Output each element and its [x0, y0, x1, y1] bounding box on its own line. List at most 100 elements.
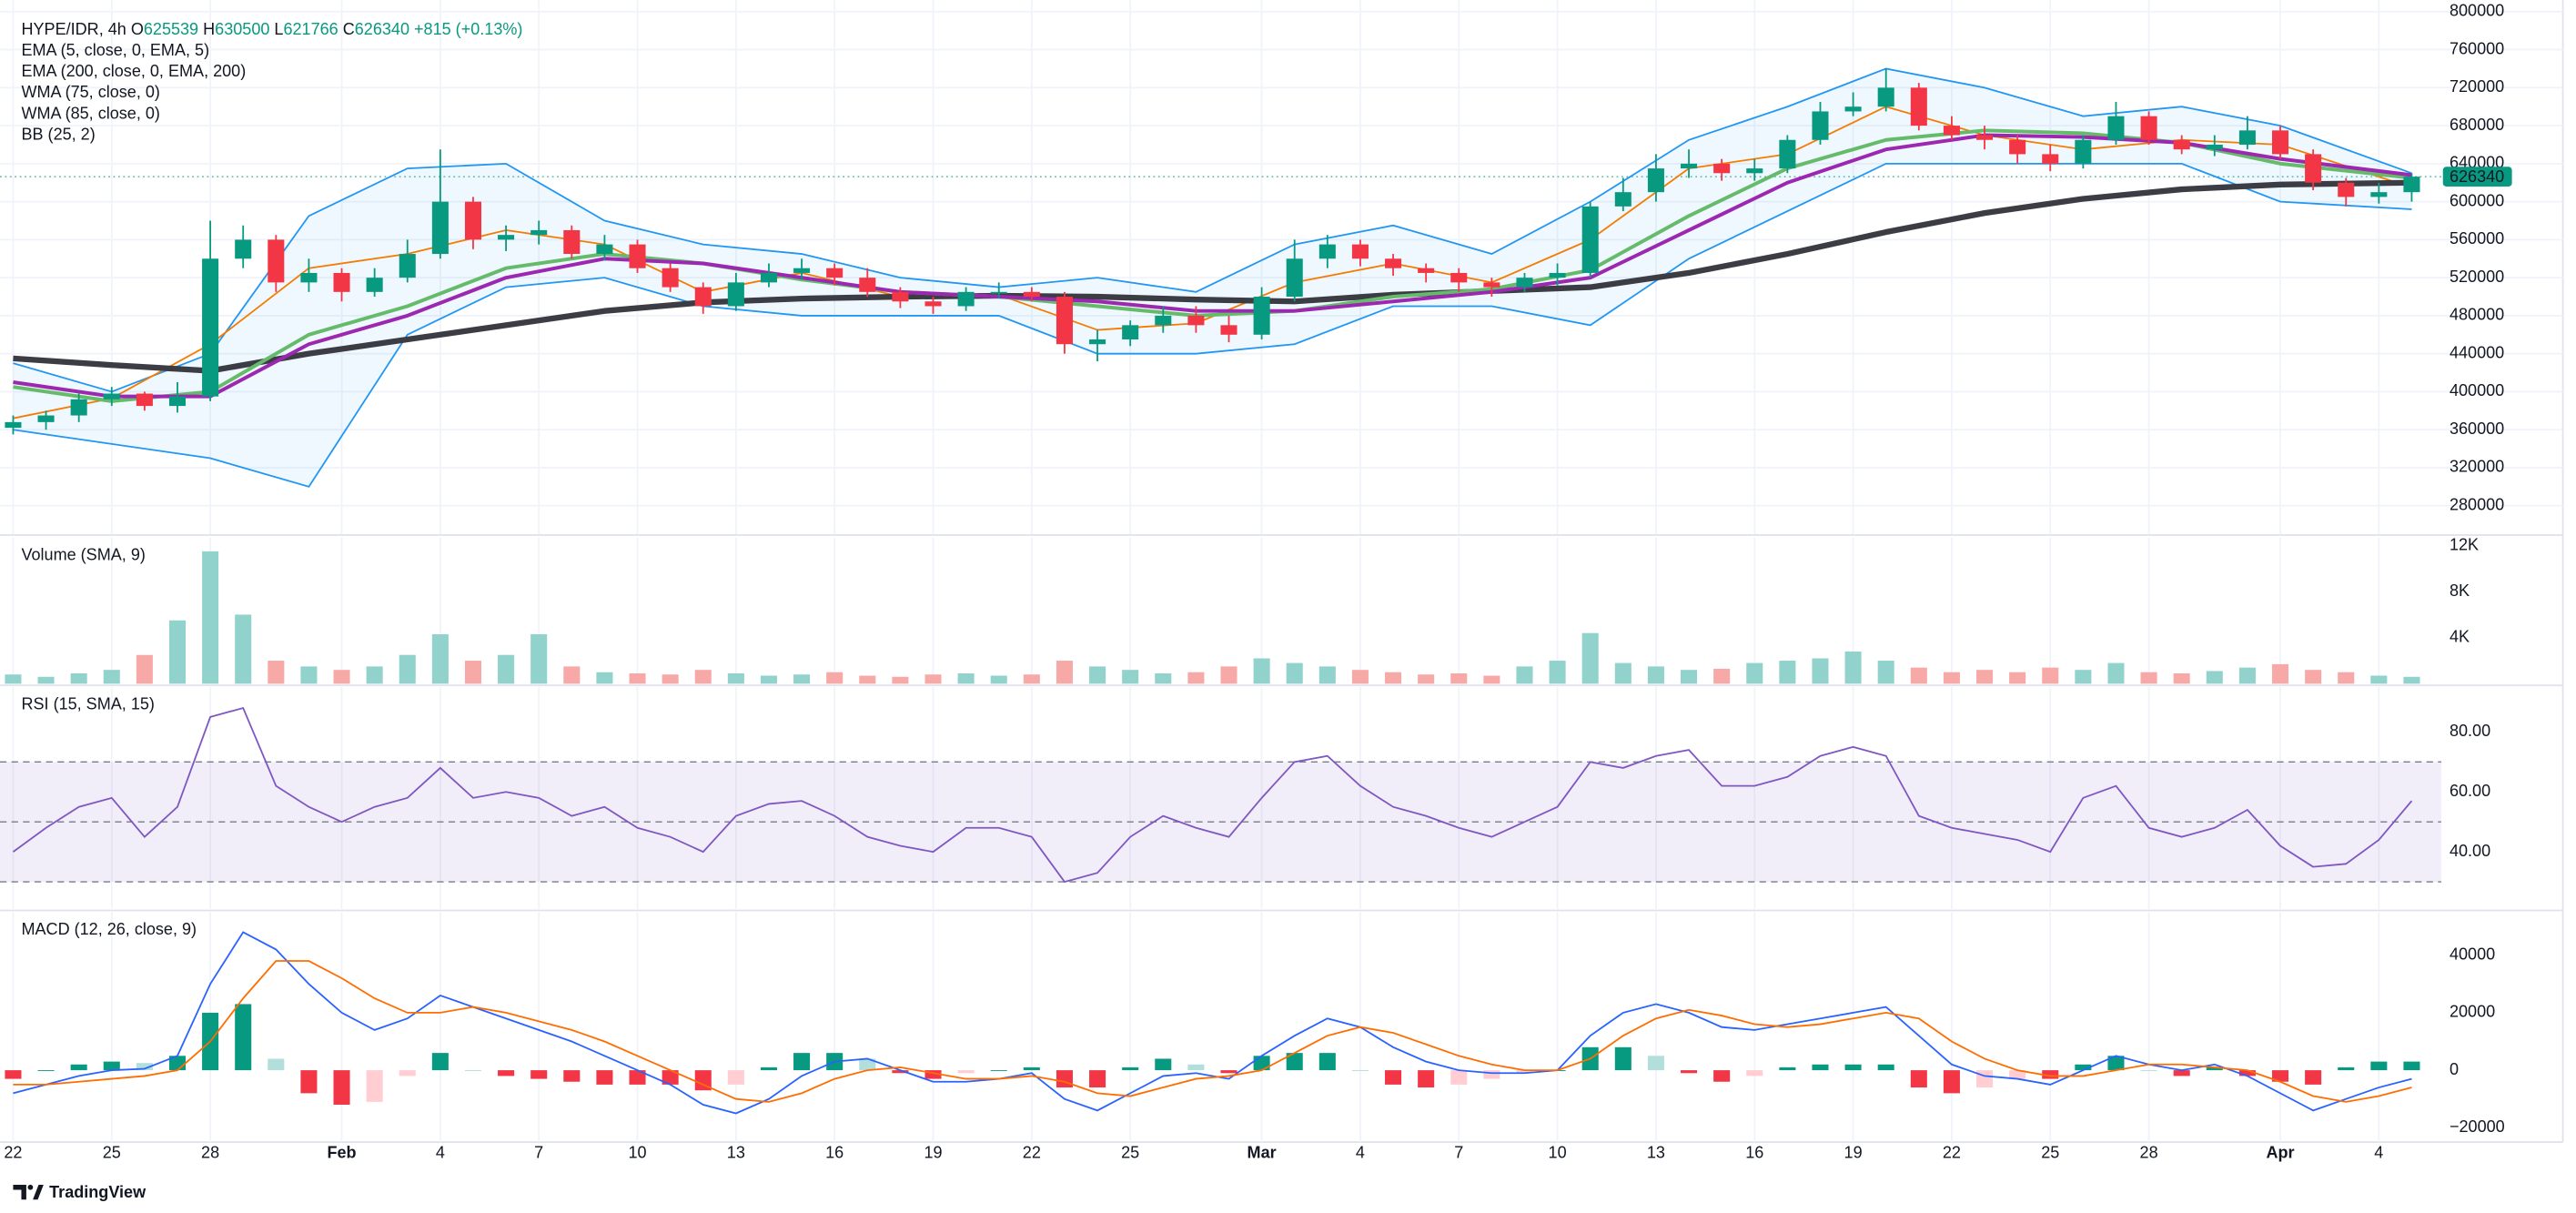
candle-body: [859, 278, 876, 292]
x-tick-label: 7: [1454, 1143, 1463, 1161]
macd-histogram-bar: [1385, 1070, 1402, 1085]
y-tick-label: 440000: [2450, 343, 2504, 361]
candle-body: [235, 239, 252, 259]
candle-body: [2206, 144, 2223, 150]
last-price-tag: [2442, 167, 2512, 187]
volume-bar: [268, 661, 285, 684]
symbol-title: HYPE/IDR, 4h: [21, 20, 126, 38]
volume-bar: [1023, 674, 1040, 684]
candle-body: [760, 272, 777, 283]
macd-histogram-bar: [1089, 1070, 1106, 1088]
x-tick-label: 22: [1023, 1143, 1041, 1161]
macd-histogram-bar: [1450, 1070, 1468, 1085]
candle-body: [1877, 87, 1894, 107]
volume-bar: [924, 674, 942, 684]
macd-histogram-bar: [136, 1063, 153, 1071]
macd-histogram-bar: [431, 1053, 449, 1071]
candle-body: [2338, 182, 2355, 197]
macd-histogram-bar: [1647, 1056, 1664, 1071]
labels: 22 25 28 Feb 4 7 10 13 16 19 22 25 Mar 4 7 10 13 16 19 22 25…: [4, 2, 2512, 1161]
y-tick-label: 60.00: [2450, 782, 2490, 800]
indicator-legend: EMA (5, close, 0, EMA, 5): [21, 41, 209, 59]
x-tick-label: 25: [1121, 1143, 1139, 1161]
candle-body: [300, 272, 318, 283]
macd-histogram-bar: [1286, 1053, 1303, 1071]
macd-histogram-bar: [1779, 1066, 1796, 1071]
volume-bar: [1943, 672, 1960, 684]
macd-histogram-bar: [990, 1070, 1007, 1072]
volume-bar: [2009, 672, 2026, 684]
y-tick-label: 600000: [2450, 191, 2504, 209]
y-tick-label: 0: [2450, 1060, 2459, 1078]
x-tick-label: 10: [628, 1143, 646, 1161]
volume-bar: [1286, 662, 1303, 684]
macd-histogram-bar: [300, 1070, 318, 1094]
macd-histogram-bar: [103, 1061, 120, 1071]
x-tick-label: 22: [1943, 1143, 1961, 1161]
volume-bar: [1812, 658, 1829, 684]
candle-body: [826, 268, 844, 278]
brand-logo: [13, 1184, 44, 1200]
candle-body: [103, 393, 120, 399]
macd-histogram-bar: [464, 1070, 482, 1072]
volume-bar: [1122, 670, 1139, 684]
volume-bar: [2206, 671, 2223, 684]
ohlc-value: 630500: [215, 20, 269, 38]
x-tick-label: 13: [727, 1143, 745, 1161]
volume-bar: [464, 661, 482, 684]
volume-bar: [1681, 670, 1698, 684]
candle-body: [2009, 139, 2026, 155]
volume-bar: [2370, 675, 2388, 684]
ohlc-label: C: [343, 20, 355, 38]
macd-histogram-bar: [1155, 1058, 1172, 1071]
candle-body: [202, 258, 219, 397]
candle-body: [924, 301, 942, 307]
candle-body: [2042, 154, 2059, 164]
macd-histogram-bar: [235, 1004, 252, 1071]
x-tick-label: Feb: [327, 1143, 356, 1161]
candle-body: [1975, 135, 1994, 140]
y-tick-label: 720000: [2450, 77, 2504, 96]
volume-bar: [859, 675, 876, 684]
x-tick-label: 22: [4, 1143, 22, 1161]
volume-bar: [1910, 667, 1927, 684]
candle-body: [333, 272, 350, 292]
volume-bar: [957, 672, 975, 684]
volume-bar: [333, 670, 350, 684]
volume-bar: [1877, 661, 1894, 684]
volume-bar: [1975, 670, 1994, 684]
y-tick-label: 12K: [2450, 535, 2479, 553]
macd-histogram-bar: [2403, 1061, 2420, 1071]
macd-histogram-bar: [2305, 1070, 2322, 1085]
macd-histogram-bar: [498, 1070, 515, 1077]
x-tick-label: 4: [436, 1143, 445, 1161]
volume-bar: [1746, 662, 1763, 684]
ohlc-value: 621766: [283, 20, 338, 38]
candle-body: [136, 393, 153, 407]
volume-bar: [2271, 663, 2289, 684]
macd-histogram-bar: [1483, 1070, 1500, 1079]
candle-body: [596, 244, 613, 255]
volume-bar: [2042, 667, 2059, 684]
macd-histogram-bar: [399, 1070, 416, 1077]
candle-body: [1910, 87, 1927, 126]
y-tick-label: 20000: [2450, 1003, 2495, 1021]
macd-histogram-bar: [924, 1070, 942, 1079]
volume-bar: [1318, 666, 1336, 684]
x-tick-label: 28: [201, 1143, 219, 1161]
candle-body: [563, 229, 581, 255]
macd-histogram-bar: [2238, 1070, 2256, 1077]
candle-body: [1812, 111, 1829, 140]
volume-bar: [1418, 674, 1435, 684]
price-change: +815 (+0.13%): [414, 20, 522, 38]
ohlc-value: 626340: [355, 20, 409, 38]
candle-body: [1385, 258, 1402, 268]
macd-histogram-bar: [793, 1053, 811, 1071]
candle-body: [892, 291, 909, 302]
macd-histogram-bar: [1516, 1070, 1533, 1074]
y-tick-label: 400000: [2450, 381, 2504, 399]
bollinger-upper: [13, 67, 2412, 393]
y-tick-label: 4K: [2450, 628, 2470, 646]
macd-histogram-bar: [727, 1070, 744, 1085]
